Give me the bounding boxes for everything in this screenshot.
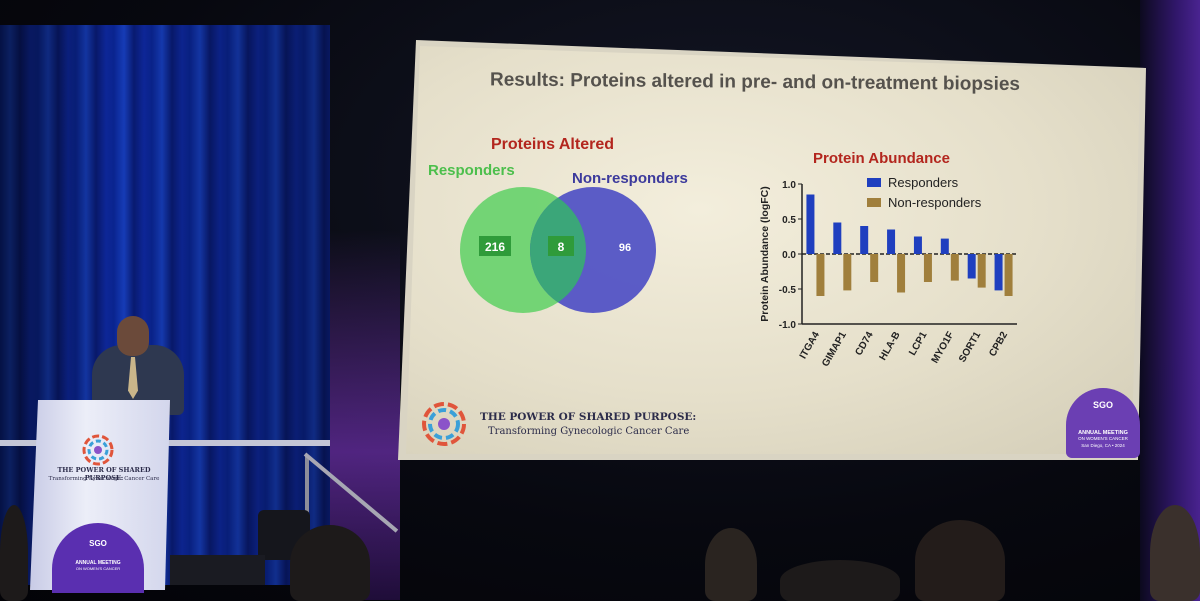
- bar-non-responders-hla-b: [897, 254, 906, 293]
- legend-label: Non-responders: [888, 195, 982, 210]
- badge-line2: ON WOMEN'S CANCER: [1078, 436, 1128, 441]
- x-tick-label: SORT1: [957, 330, 983, 365]
- venn-label-responders: Responders: [428, 162, 515, 179]
- bar-responders-lcp1: [913, 236, 922, 254]
- podium-badge: SGO ANNUAL MEETING ON WOMEN'S CANCER: [52, 523, 144, 593]
- podium-badge-org: SGO: [89, 539, 107, 548]
- bar-non-responders-lcp1: [923, 254, 932, 282]
- y-tick-label: 1.0: [782, 180, 796, 191]
- x-tick-label: GIMAP1: [820, 330, 849, 369]
- y-tick-label: 0.0: [782, 250, 796, 261]
- x-tick-label: CD74: [853, 330, 876, 358]
- count-box-overlap: [548, 236, 574, 256]
- bar-non-responders-sort1: [977, 254, 986, 288]
- audience-head: [780, 560, 900, 601]
- bar-responders-myo1f: [940, 238, 949, 254]
- speaker-tie: [128, 357, 138, 399]
- shared-purpose-logo-icon: [422, 402, 466, 446]
- venn-diagram: 216 8 96: [460, 187, 656, 313]
- sgo-meeting-badge: SGO ANNUAL MEETING ON WOMEN'S CANCER San…: [1066, 388, 1140, 458]
- legend-swatch: [867, 178, 881, 187]
- footer-line1: THE POWER OF SHARED PURPOSE:: [480, 411, 697, 423]
- badge-line1: ANNUAL MEETING: [1078, 430, 1128, 436]
- podium-badge-line2: ON WOMEN'S CANCER: [75, 566, 121, 571]
- x-tick-label: ITGA4: [798, 330, 822, 361]
- y-tick-label: -1.0: [779, 320, 797, 331]
- audience-head: [290, 525, 370, 601]
- podium-logo-icon: [82, 434, 114, 466]
- audience-head: [915, 520, 1005, 601]
- x-tick-label: CPB2: [987, 330, 1010, 359]
- count-right: 96: [619, 242, 631, 254]
- legend-label: Responders: [888, 175, 959, 190]
- y-tick-label: 0.5: [782, 215, 796, 226]
- bar-non-responders-gimap1: [843, 254, 852, 291]
- count-overlap: 8: [558, 240, 565, 254]
- audience-head: [0, 505, 28, 601]
- protein-abundance-chart: 1.0 0.5 0.0 -0.5 -1.0 Protein Abundance (logF…: [759, 175, 1017, 369]
- legend-swatch: [867, 198, 881, 207]
- bar-responders-cpb2: [994, 254, 1003, 291]
- y-axis-label: Protein Abundance (logFC): [759, 186, 771, 322]
- bar-responders-itga4: [806, 194, 815, 254]
- purple-curtain-right: [1140, 0, 1200, 601]
- bar-responders-hla-b: [887, 229, 896, 254]
- y-tick-label: -0.5: [779, 285, 797, 296]
- x-tick-label: MYO1F: [930, 330, 957, 365]
- venn-overlap: [530, 187, 586, 313]
- x-tick-label: HLA-B: [878, 330, 903, 362]
- count-box-left: [479, 236, 511, 256]
- podium-badge-line1: ANNUAL MEETING: [75, 560, 121, 566]
- audience-head: [705, 528, 757, 601]
- podium-line1: THE POWER OF SHARED PURPOSE:: [57, 466, 151, 482]
- podium-line2: Transforming Gynecologic Cancer Care: [48, 476, 160, 482]
- stage-equipment-box: [170, 555, 265, 585]
- bar-responders-sort1: [967, 254, 976, 279]
- bar-non-responders-itga4: [816, 254, 825, 296]
- chart-title: Protein Abundance: [813, 150, 950, 167]
- count-left: 216: [485, 240, 505, 254]
- audience-head: [1150, 505, 1200, 601]
- badge-org: SGO: [1092, 400, 1113, 410]
- bar-non-responders-cd74: [870, 254, 879, 282]
- speaker-head: [117, 316, 149, 356]
- badge-line3: San Diego, CA • 2024: [1081, 443, 1125, 448]
- footer-line2: Transforming Gynecologic Cancer Care: [488, 426, 690, 437]
- x-tick-label: LCP1: [907, 330, 930, 358]
- bar-responders-gimap1: [833, 222, 842, 254]
- bar-non-responders-myo1f: [950, 254, 959, 281]
- venn-title: Proteins Altered: [491, 136, 614, 153]
- bar-responders-cd74: [860, 226, 869, 254]
- bar-non-responders-cpb2: [1004, 254, 1013, 296]
- venn-label-non-responders: Non-responders: [572, 170, 688, 187]
